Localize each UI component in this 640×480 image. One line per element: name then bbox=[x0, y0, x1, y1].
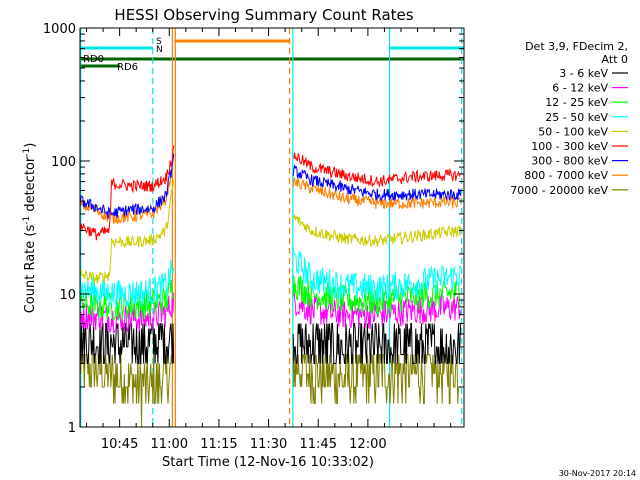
y-tick-label: 1000 bbox=[43, 22, 76, 37]
series-100-300-kev-segment-2 bbox=[293, 152, 461, 187]
series-6-12-kev-segment-1 bbox=[79, 292, 175, 334]
y-label-sup-1: -1 bbox=[22, 216, 32, 225]
legend-label-7000-20000-kev: 7000 - 20000 keV bbox=[510, 184, 608, 197]
legend-label-100-300-kev: 100 - 300 keV bbox=[531, 140, 608, 153]
series-50-100-kev-segment-1 bbox=[79, 179, 175, 285]
x-axis-label: Start Time (12-Nov-16 10:33:02) bbox=[162, 455, 374, 470]
saa-label: S bbox=[156, 37, 162, 47]
y-tick-label: 1 bbox=[68, 421, 76, 436]
y-tick-label: 10 bbox=[59, 288, 76, 303]
plot-area: 10:45 11:00 11:15 11:30 11:45 12:00 1 10 100 100… bbox=[43, 22, 465, 452]
series-layer bbox=[79, 145, 462, 428]
series-12-25-kev bbox=[79, 275, 461, 321]
series-100-300-kev bbox=[79, 145, 461, 241]
series-3-6-kev-segment-2 bbox=[292, 323, 462, 364]
x-axis-ticks: 10:45 11:00 11:15 11:30 11:45 12:00 bbox=[86, 28, 452, 452]
legend-header-line-1: Det 3,9, FDecim 2, bbox=[525, 40, 628, 53]
legend-label-50-100-kev: 50 - 100 keV bbox=[538, 125, 608, 138]
series-12-25-kev-segment-2 bbox=[292, 275, 461, 316]
y-label-part-1: Count Rate (s bbox=[23, 225, 38, 314]
chart-title: HESSI Observing Summary Count Rates bbox=[114, 6, 413, 24]
legend-label-6-12-kev: 6 - 12 keV bbox=[552, 82, 608, 95]
series-300-800-kev bbox=[79, 153, 462, 219]
y-axis-ticks: 1 10 100 1000 bbox=[43, 22, 464, 436]
series-3-6-kev bbox=[79, 323, 462, 364]
y-label-part-2: detector bbox=[23, 156, 38, 216]
plot-frame bbox=[79, 27, 465, 428]
y-label-part-3: ) bbox=[23, 143, 38, 148]
y-tick-label: 100 bbox=[51, 155, 76, 170]
series-50-100-kev bbox=[79, 179, 462, 285]
x-tick-label: 11:30 bbox=[250, 437, 287, 452]
legend-label-12-25-kev: 12 - 25 keV bbox=[545, 96, 608, 109]
legend-label-3-6-kev: 3 - 6 keV bbox=[559, 67, 608, 80]
series-3-6-kev-segment-1 bbox=[79, 323, 175, 364]
series-7000-20000-kev-segment-1 bbox=[79, 354, 174, 428]
legend-label-25-50-kev: 25 - 50 keV bbox=[545, 111, 608, 124]
x-tick-label: 11:00 bbox=[151, 437, 188, 452]
y-label-sup-2: -1 bbox=[22, 148, 32, 157]
series-100-300-kev-segment-1 bbox=[79, 145, 175, 241]
x-tick-label: 10:45 bbox=[101, 437, 138, 452]
rd6-label: RD6 bbox=[117, 62, 138, 73]
flag-bars bbox=[80, 39, 464, 68]
series-25-50-kev-segment-1 bbox=[79, 259, 175, 309]
series-7000-20000-kev-segment-2 bbox=[292, 354, 461, 405]
series-300-800-kev-segment-1 bbox=[79, 153, 175, 219]
series-12-25-kev-segment-1 bbox=[79, 279, 175, 321]
x-tick-label: 11:15 bbox=[200, 437, 237, 452]
series-25-50-kev bbox=[79, 247, 462, 309]
series-25-50-kev-segment-2 bbox=[292, 247, 462, 303]
legend-label-300-800-kev: 300 - 800 keV bbox=[531, 155, 608, 168]
y-axis-label: Count Rate (s-1 detector-1) bbox=[22, 143, 38, 314]
legend: Det 3,9, FDecim 2, Att 0 3 - 6 keV 6 - 12… bbox=[510, 40, 628, 197]
series-7000-20000-kev bbox=[79, 354, 461, 428]
x-tick-label: 12:00 bbox=[349, 437, 386, 452]
legend-header-line-2: Att 0 bbox=[602, 53, 628, 66]
x-tick-label: 11:45 bbox=[300, 437, 337, 452]
legend-label-800-7000-kev: 800 - 7000 keV bbox=[524, 169, 608, 182]
night-label: N bbox=[156, 45, 163, 55]
rd0-label: RD0 bbox=[83, 54, 104, 65]
series-300-800-kev-segment-2 bbox=[292, 163, 462, 202]
series-50-100-kev-segment-2 bbox=[292, 214, 462, 248]
timestamp: 30-Nov-2017 20:14 bbox=[559, 469, 636, 478]
